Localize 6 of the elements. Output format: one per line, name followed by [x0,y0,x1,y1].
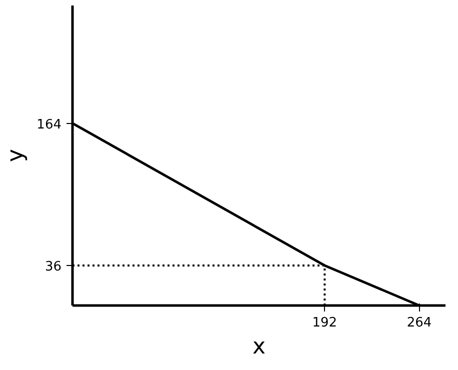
y-axis-title: y [4,148,29,162]
y-tick-label: 36 [44,260,62,274]
x-tick-label: 192 [312,316,338,330]
x-tick-label: 264 [406,316,432,330]
x-axis-title: x [252,334,266,360]
y-tick-label: 164 [36,117,62,132]
